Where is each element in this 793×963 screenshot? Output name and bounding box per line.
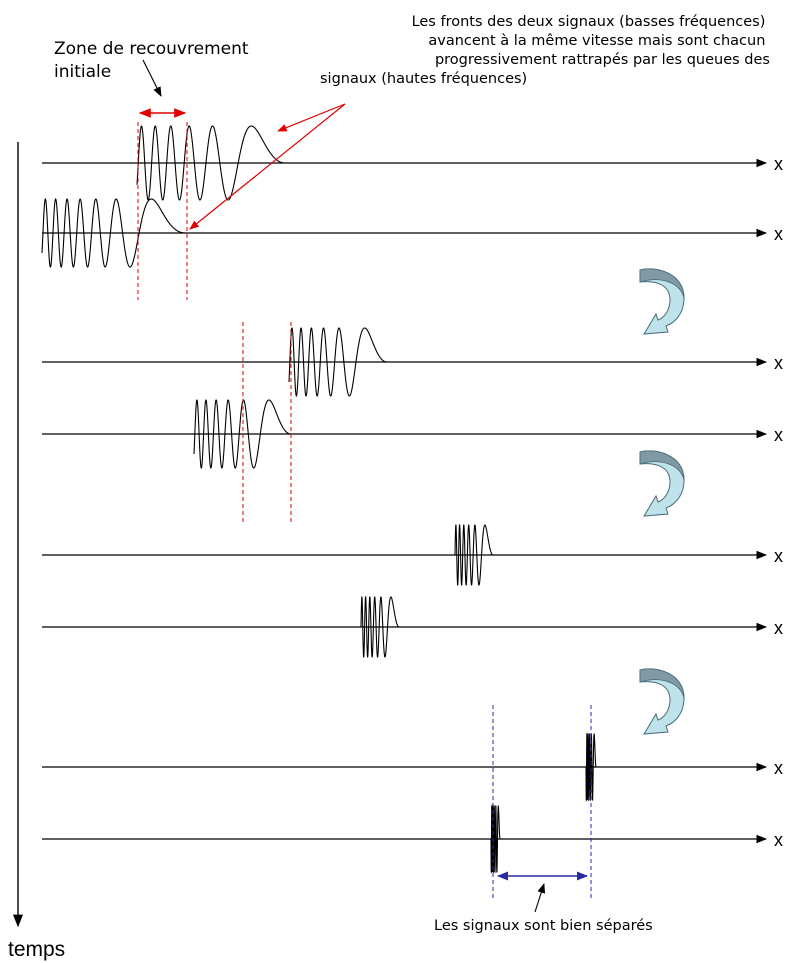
x-axes bbox=[42, 158, 768, 844]
fronts-note: Les fronts des deux signaux (basses fréq… bbox=[412, 14, 770, 68]
x-axis-label: x bbox=[774, 546, 783, 566]
separated-label-pointer bbox=[534, 883, 546, 913]
fronts-note-line: Les fronts des deux signaux (basses fréq… bbox=[412, 14, 766, 30]
x-axis-label: x bbox=[774, 425, 783, 445]
x-axis-label: x bbox=[774, 618, 783, 638]
blue-markers bbox=[492, 705, 592, 898]
x-axis-labels: x x x x x x x x bbox=[774, 154, 783, 850]
x-axis-label: x bbox=[774, 758, 783, 778]
x-axis-label: x bbox=[774, 154, 783, 174]
overlap-zone-label-line: initiale bbox=[54, 62, 111, 82]
signal-packet-lower-initial bbox=[41, 198, 186, 268]
fronts-note-last-line: signaux (hautes fréquences) bbox=[320, 71, 527, 87]
signals bbox=[41, 125, 597, 874]
overlap-zone-label-line: Zone de recouvrement bbox=[54, 39, 249, 59]
signal-packet-upper-step3 bbox=[454, 523, 494, 586]
curved-step-arrow-icon bbox=[639, 450, 685, 517]
front-pointer-arrow-bottom bbox=[189, 103, 346, 230]
signal-packet-upper-step2 bbox=[288, 327, 387, 397]
fronts-note-line: avancent à la même vitesse mais sont cha… bbox=[428, 33, 765, 49]
curved-step-arrow-shade bbox=[639, 268, 685, 299]
separated-label: Les signaux sont bien séparés bbox=[434, 918, 653, 934]
overlap-label-pointer bbox=[142, 59, 162, 97]
curved-step-arrow-icon bbox=[639, 668, 685, 735]
curved-step-arrow-icon bbox=[639, 268, 685, 335]
curved-step-arrow-shade bbox=[639, 450, 685, 481]
red-markers bbox=[137, 122, 292, 524]
front-pointer-arrow-top bbox=[277, 103, 346, 132]
x-axis-label: x bbox=[774, 353, 783, 373]
step-arrows bbox=[639, 268, 685, 735]
signal-packet-lower-step3 bbox=[360, 595, 400, 658]
signal-packet-lower-final bbox=[490, 804, 501, 874]
overlap-zone-label: Zone de recouvrement initiale bbox=[54, 39, 254, 82]
x-axis-label: x bbox=[774, 224, 783, 244]
signal-packet-upper-initial bbox=[136, 125, 285, 201]
x-axis-label: x bbox=[774, 830, 783, 850]
fronts-note-line: progressivement rattrapés par les queues… bbox=[435, 52, 770, 68]
time-axis-label: temps bbox=[8, 938, 65, 961]
curved-step-arrow-shade bbox=[639, 668, 685, 699]
